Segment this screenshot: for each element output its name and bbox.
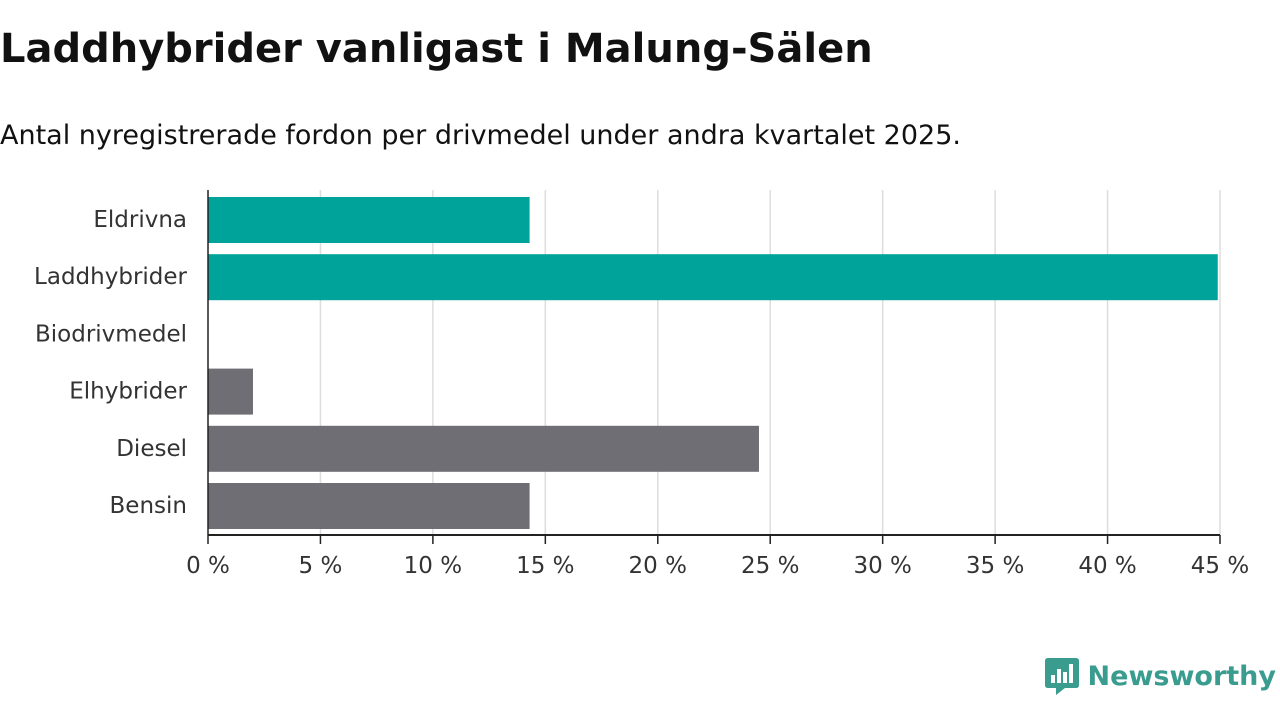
x-tick-label-5: 25 % (741, 553, 799, 579)
category-label-1: Laddhybrider (34, 264, 187, 290)
bar-1 (208, 254, 1218, 301)
category-label-3: Elhybrider (69, 379, 187, 405)
logo-text: Newsworthy (1087, 660, 1276, 692)
x-tick-label-1: 5 % (299, 553, 343, 579)
category-label-2: Biodrivmedel (35, 321, 187, 347)
newsworthy-logo: Newsworthy (1044, 656, 1276, 696)
x-tick-label-2: 10 % (404, 553, 462, 579)
x-tick-label-4: 20 % (629, 553, 687, 579)
category-label-0: Eldrivna (93, 207, 187, 233)
x-tick-label-0: 0 % (186, 553, 230, 579)
x-tick-label-8: 40 % (1078, 553, 1136, 579)
x-tick-label-7: 35 % (966, 553, 1024, 579)
x-tick-label-6: 30 % (853, 553, 911, 579)
bar-4 (208, 425, 759, 472)
chart-subtitle: Antal nyregistrerade fordon per drivmede… (0, 120, 961, 151)
bar-chart: Eldrivna Laddhybrider Biodrivmedel Elhybrid… (34, 190, 1249, 579)
category-label-5: Bensin (110, 493, 187, 519)
bar-0 (208, 197, 530, 243)
x-tick-label-3: 15 % (516, 553, 574, 579)
bar-3 (208, 368, 253, 415)
chart-title: Laddhybrider vanligast i Malung-Sälen (0, 26, 873, 72)
category-label-4: Diesel (116, 436, 187, 462)
newsworthy-chart-icon (1044, 658, 1079, 695)
x-tick-label-9: 45 % (1191, 553, 1249, 579)
bar-5 (208, 483, 530, 529)
